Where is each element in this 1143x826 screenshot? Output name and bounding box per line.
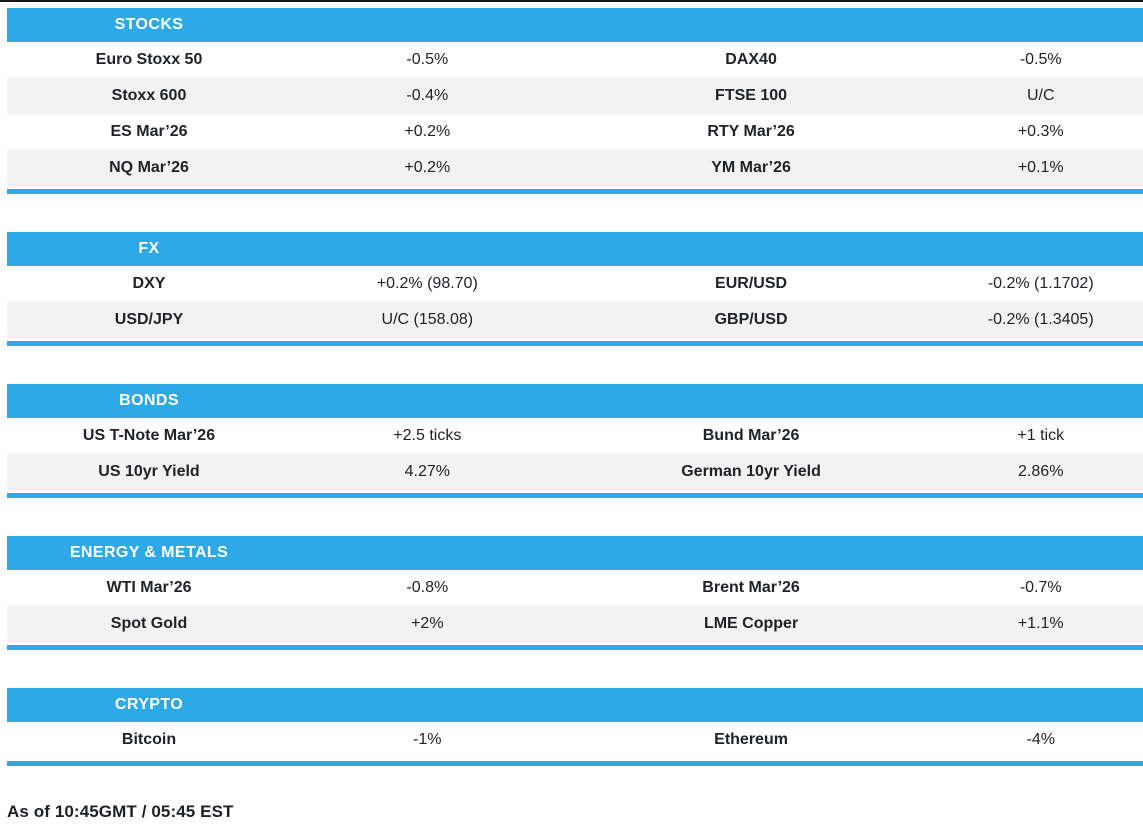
instrument-name: FTSE 100 — [715, 87, 788, 104]
instrument-name: German 10yr Yield — [681, 463, 821, 480]
instrument-name: Stoxx 600 — [111, 87, 187, 104]
section-header: STOCKS — [7, 8, 1143, 42]
instrument-value: -0.8% — [406, 579, 449, 596]
instrument-name: Bund Mar’26 — [702, 427, 800, 444]
instrument-name: DAX40 — [725, 51, 777, 68]
market-row: Euro Stoxx 50 -0.5% DAX40 -0.5% — [7, 42, 1143, 78]
instrument-name: USD/JPY — [114, 311, 184, 328]
instrument-name: Bitcoin — [121, 731, 177, 748]
section-header: BONDS — [7, 384, 1143, 418]
instrument-value: +0.2% — [404, 159, 451, 176]
instrument-value: +2.5 ticks — [393, 427, 462, 444]
market-row: Spot Gold +2% LME Copper +1.1% — [7, 606, 1143, 642]
section-underline — [7, 189, 1143, 194]
instrument-value: +0.3% — [1017, 123, 1064, 140]
market-row: Bitcoin -1% Ethereum -4% — [7, 722, 1143, 758]
instrument-name: US 10yr Yield — [98, 463, 200, 480]
section-title: ENERGY & METALS — [69, 544, 229, 561]
sections-root: STOCKS Euro Stoxx 50 -0.5% DAX40 -0.5% Stoxx … — [7, 8, 1143, 766]
instrument-value: -0.5% — [1019, 51, 1062, 68]
market-row: DXY +0.2% (98.70) EUR/USD -0.2% (1.1702) — [7, 266, 1143, 302]
instrument-value: +0.2% (98.70) — [376, 275, 478, 292]
market-row: ES Mar’26 +0.2% RTY Mar’26 +0.3% — [7, 114, 1143, 150]
section-underline — [7, 341, 1143, 346]
instrument-value: -0.2% (1.3405) — [987, 311, 1094, 328]
market-row: US T-Note Mar’26 +2.5 ticks Bund Mar’26 +1 … — [7, 418, 1143, 454]
instrument-value: -0.4% — [406, 87, 449, 104]
instrument-name: Euro Stoxx 50 — [95, 51, 203, 68]
instrument-value: 4.27% — [404, 463, 450, 480]
market-row: NQ Mar’26 +0.2% YM Mar’26 +0.1% — [7, 150, 1143, 186]
market-row: USD/JPY U/C (158.08) GBP/USD -0.2% (1.3405) — [7, 302, 1143, 338]
section-underline — [7, 645, 1143, 650]
instrument-name: EUR/USD — [715, 275, 788, 292]
instrument-value: +1 tick — [1017, 427, 1065, 444]
instrument-value: -0.5% — [406, 51, 449, 68]
section-title: STOCKS — [114, 16, 184, 33]
section-fx: FX DXY +0.2% (98.70) EUR/USD -0.2% (1.1702) U… — [7, 232, 1143, 346]
market-row: US 10yr Yield 4.27% German 10yr Yield 2.86% — [7, 454, 1143, 490]
section-header: CRYPTO — [7, 688, 1143, 722]
instrument-name: DXY — [132, 275, 166, 292]
instrument-value: U/C (158.08) — [381, 311, 474, 328]
instrument-value: -0.2% (1.1702) — [987, 275, 1094, 292]
section-header: FX — [7, 232, 1143, 266]
instrument-name: ES Mar’26 — [110, 123, 188, 140]
section-title: FX — [138, 240, 160, 257]
section-stocks: STOCKS Euro Stoxx 50 -0.5% DAX40 -0.5% Stoxx … — [7, 8, 1143, 194]
market-row: WTI Mar’26 -0.8% Brent Mar’26 -0.7% — [7, 570, 1143, 606]
instrument-name: Spot Gold — [110, 615, 188, 632]
instrument-name: YM Mar’26 — [711, 159, 791, 176]
section-title: BONDS — [119, 392, 179, 409]
instrument-name: GBP/USD — [714, 311, 788, 328]
instrument-name: WTI Mar’26 — [106, 579, 192, 596]
instrument-value: +0.2% — [404, 123, 451, 140]
section-title: CRYPTO — [114, 696, 184, 713]
instrument-value: +0.1% — [1017, 159, 1064, 176]
instrument-value: +2% — [411, 615, 444, 632]
instrument-name: Ethereum — [714, 731, 788, 748]
as-of-timestamp: As of 10:45GMT / 05:45 EST — [7, 802, 234, 821]
instrument-name: RTY Mar’26 — [707, 123, 795, 140]
instrument-value: +1.1% — [1017, 615, 1064, 632]
section-underline — [7, 761, 1143, 766]
instrument-name: NQ Mar’26 — [109, 159, 189, 176]
instrument-name: US T-Note Mar’26 — [82, 427, 216, 444]
section-header: ENERGY & METALS — [7, 536, 1143, 570]
section-energy-metals: ENERGY & METALS WTI Mar’26 -0.8% Brent Mar’… — [7, 536, 1143, 650]
instrument-name: Brent Mar’26 — [702, 579, 800, 596]
instrument-name: LME Copper — [703, 615, 799, 632]
instrument-value: 2.86% — [1018, 463, 1064, 480]
section-underline — [7, 493, 1143, 498]
instrument-value: -0.7% — [1019, 579, 1062, 596]
market-row: Stoxx 600 -0.4% FTSE 100 U/C — [7, 78, 1143, 114]
market-wrap: STOCKS Euro Stoxx 50 -0.5% DAX40 -0.5% Stoxx … — [0, 8, 1143, 822]
section-bonds: BONDS US T-Note Mar’26 +2.5 ticks Bund Mar’… — [7, 384, 1143, 498]
instrument-value: -4% — [1026, 731, 1055, 748]
instrument-value: U/C — [1026, 87, 1055, 104]
section-crypto: CRYPTO Bitcoin -1% Ethereum -4% — [7, 688, 1143, 766]
instrument-value: -1% — [413, 731, 442, 748]
top-divider — [0, 0, 1143, 2]
